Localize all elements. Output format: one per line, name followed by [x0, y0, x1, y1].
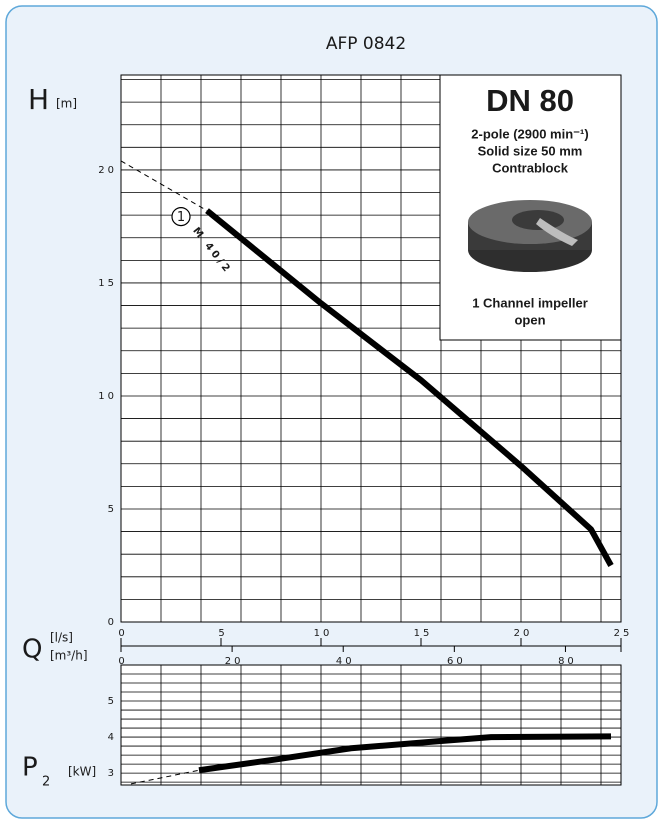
y-symbol: H: [28, 83, 49, 116]
y-tick-label: 5: [108, 504, 117, 515]
x-tick-label: 20: [514, 628, 533, 639]
y-tick-label: 15: [98, 278, 117, 289]
curve-id-circle: [171, 207, 191, 227]
y-tick-label: 5: [108, 696, 117, 707]
x2-unit: [m³/h]: [50, 649, 88, 663]
curve-id: 1: [177, 210, 185, 225]
x-tick-label: 10: [314, 628, 333, 639]
info-title: DN 80: [486, 83, 574, 118]
page-title: AFP 0842: [326, 34, 406, 54]
x-tick-label: 5: [218, 628, 227, 639]
info-line: Solid size 50 mm: [478, 143, 583, 158]
curve: [198, 733, 612, 774]
y-tick-label: 20: [98, 165, 117, 176]
curve-extension: [120, 160, 208, 212]
x2-tick-label: 80: [558, 656, 577, 667]
y-subscript: 2: [42, 775, 50, 790]
y-tick-label: 3: [108, 768, 117, 779]
y-tick-label: 10: [98, 391, 117, 402]
x-tick-label: 25: [614, 628, 633, 639]
x-tick-label: 15: [414, 628, 433, 639]
info-line: 2-pole (2900 min⁻¹): [471, 126, 588, 141]
x2-tick-label: 60: [447, 656, 466, 667]
curve: [205, 208, 614, 567]
y-unit: [kW]: [68, 765, 96, 779]
impeller-hub: [512, 210, 564, 230]
impeller-vane: [536, 218, 578, 246]
plot-area: [120, 664, 622, 786]
x2-tick-label: 40: [336, 656, 355, 667]
x-tick-label: 0: [118, 628, 127, 639]
info-caption: open: [514, 312, 545, 327]
y-tick-label: 4: [108, 732, 117, 743]
info-caption: 1 Channel impeller: [472, 295, 588, 310]
y-unit: [m]: [56, 97, 77, 111]
info-line: Contrablock: [492, 160, 569, 175]
x-unit: [l/s]: [50, 631, 73, 645]
curve-extension: [130, 769, 200, 785]
y-tick-label: 0: [108, 617, 117, 628]
x2-tick-label: 0: [118, 656, 127, 667]
y-symbol: P: [22, 753, 38, 783]
x-symbol: Q: [22, 635, 42, 665]
x2-tick-label: 20: [225, 656, 244, 667]
